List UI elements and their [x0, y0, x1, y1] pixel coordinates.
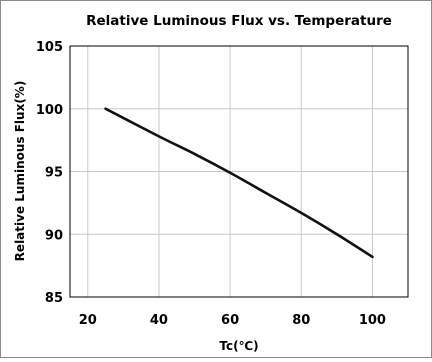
grid	[70, 46, 408, 297]
x-tick-label: 80	[292, 313, 310, 328]
y-axis-label: Relative Luminous Flux(%)	[13, 81, 27, 262]
y-tick-label: 105	[36, 40, 63, 55]
series-layer	[104, 107, 374, 259]
y-tick-label: 90	[45, 228, 63, 243]
x-tick-label: 100	[359, 313, 386, 328]
x-tick-label: 60	[221, 313, 239, 328]
y-tick-label: 85	[45, 291, 63, 306]
tick-labels: 20 40 60 80 100 85 90 95 100 105	[36, 40, 386, 328]
x-tick-label: 20	[79, 313, 97, 328]
x-axis-label: Tc(℃)	[219, 339, 258, 353]
series-line	[104, 107, 374, 259]
x-tick-label: 40	[150, 313, 168, 328]
y-tick-label: 100	[36, 103, 63, 118]
plot-area	[69, 45, 409, 298]
chart-title: Relative Luminous Flux vs. Temperature	[86, 13, 392, 29]
y-tick-label: 95	[45, 166, 63, 181]
